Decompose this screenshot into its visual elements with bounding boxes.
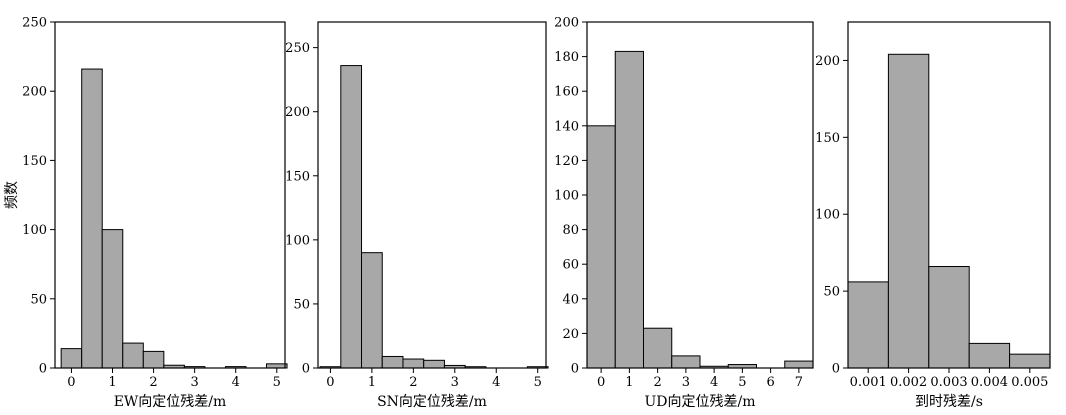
x-tick-label: 0.001 xyxy=(850,375,887,390)
histogram-bar xyxy=(101,229,124,369)
y-tick-label: 60 xyxy=(562,258,579,273)
histogram-bar xyxy=(142,350,165,369)
histogram-bar xyxy=(122,342,144,369)
y-tick-label: 150 xyxy=(22,154,47,169)
y-tick-label: 50 xyxy=(293,297,310,312)
x-tick-label: 0.004 xyxy=(971,375,1008,390)
y-tick-label: 200 xyxy=(22,85,47,100)
histogram-panel-2: 0 50 100 150 200 250 0 1 2 3 4 5 SN向定位残差/m xyxy=(285,21,549,410)
x-axis-label: 到时残差/s xyxy=(915,394,983,410)
histogram-bar xyxy=(60,348,83,369)
x-axis-label: UD向定位残差/m xyxy=(644,394,755,410)
x-tick-label: 2 xyxy=(653,375,661,390)
x-tick-label: 4 xyxy=(232,375,240,390)
histogram-bar xyxy=(402,358,425,369)
y-tick-label: 200 xyxy=(554,16,579,31)
x-tick-label: 3 xyxy=(682,375,690,390)
x-tick-label: 1 xyxy=(368,375,376,390)
y-tick-label: 200 xyxy=(285,105,310,120)
x-tick-label: 5 xyxy=(738,375,746,390)
y-tick-label: 250 xyxy=(285,41,310,56)
histogram-bar xyxy=(361,252,383,369)
histogram-bar xyxy=(784,360,814,369)
x-tick-label: 4 xyxy=(710,375,718,390)
x-tick-label: 2 xyxy=(149,375,157,390)
y-tick-label: 100 xyxy=(554,189,579,204)
x-axis-label: SN向定位残差/m xyxy=(377,394,487,410)
x-tick-label: 1 xyxy=(625,375,633,390)
histogram-bar xyxy=(423,359,445,369)
histogram-bar xyxy=(381,355,404,369)
histogram-panel-3: 0 20 40 60 80 100 120 140 160 180 200 0 1 2 3 4 5 6 7 UD向定位… xyxy=(554,16,814,410)
plot-frame xyxy=(54,21,286,369)
x-tick-label: 2 xyxy=(409,375,417,390)
y-tick-label: 200 xyxy=(815,54,840,69)
x-tick-label: 0.005 xyxy=(1011,375,1048,390)
histogram-bar xyxy=(81,68,103,369)
x-tick-label: 7 xyxy=(795,375,803,390)
histogram-bar xyxy=(340,65,363,369)
x-tick-label: 0 xyxy=(326,375,334,390)
y-tick-label: 80 xyxy=(562,223,579,238)
histogram-bar xyxy=(671,355,701,369)
histogram-bar xyxy=(586,125,616,369)
y-tick-label: 50 xyxy=(30,292,47,307)
histogram-bar xyxy=(643,327,673,369)
y-tick-label: 140 xyxy=(554,119,579,134)
histogram-bar xyxy=(887,53,930,369)
x-tick-label: 0.002 xyxy=(890,375,927,390)
y-tick-label: 0 xyxy=(832,362,840,377)
x-tick-label: 6 xyxy=(766,375,774,390)
x-tick-label: 0.003 xyxy=(930,375,967,390)
y-tick-label: 180 xyxy=(554,50,579,65)
histogram-panel-1: 0 50 100 150 200 250 0 1 2 3 4 5 EW向定位残差/m 频数 xyxy=(4,16,288,410)
histogram-bar xyxy=(847,281,889,369)
y-tick-label: 150 xyxy=(285,169,310,184)
x-tick-label: 1 xyxy=(108,375,116,390)
y-tick-label: 0 xyxy=(302,362,310,377)
y-tick-label: 160 xyxy=(554,85,579,100)
x-tick-label: 3 xyxy=(451,375,459,390)
histogram-bar xyxy=(614,50,644,369)
x-tick-label: 5 xyxy=(273,375,281,390)
histogram-bar xyxy=(1009,353,1051,369)
y-axis-label: 频数 xyxy=(4,181,20,209)
histogram-bar xyxy=(968,342,1011,369)
y-tick-label: 50 xyxy=(823,285,840,300)
y-tick-label: 100 xyxy=(22,223,47,238)
x-tick-label: 0 xyxy=(67,375,75,390)
histogram-bar xyxy=(928,266,970,369)
y-tick-label: 0 xyxy=(39,362,47,377)
y-tick-label: 0 xyxy=(571,362,579,377)
y-tick-label: 100 xyxy=(815,208,840,223)
histogram-bar xyxy=(266,363,288,369)
x-tick-label: 0 xyxy=(597,375,605,390)
plot-frame xyxy=(317,21,547,369)
y-tick-label: 150 xyxy=(815,131,840,146)
x-axis-label: EW向定位残差/m xyxy=(114,394,227,410)
histogram-panel-4: 0 50 100 150 200 0.001 0.002 0.003 0.004 0.005 到时残… xyxy=(815,21,1051,410)
x-tick-label: 4 xyxy=(492,375,500,390)
y-tick-label: 40 xyxy=(562,292,579,307)
x-tick-label: 3 xyxy=(191,375,199,390)
y-tick-label: 20 xyxy=(562,327,579,342)
x-tick-label: 5 xyxy=(534,375,542,390)
y-tick-label: 250 xyxy=(22,16,47,31)
y-tick-label: 120 xyxy=(554,154,579,169)
y-tick-label: 100 xyxy=(285,233,310,248)
